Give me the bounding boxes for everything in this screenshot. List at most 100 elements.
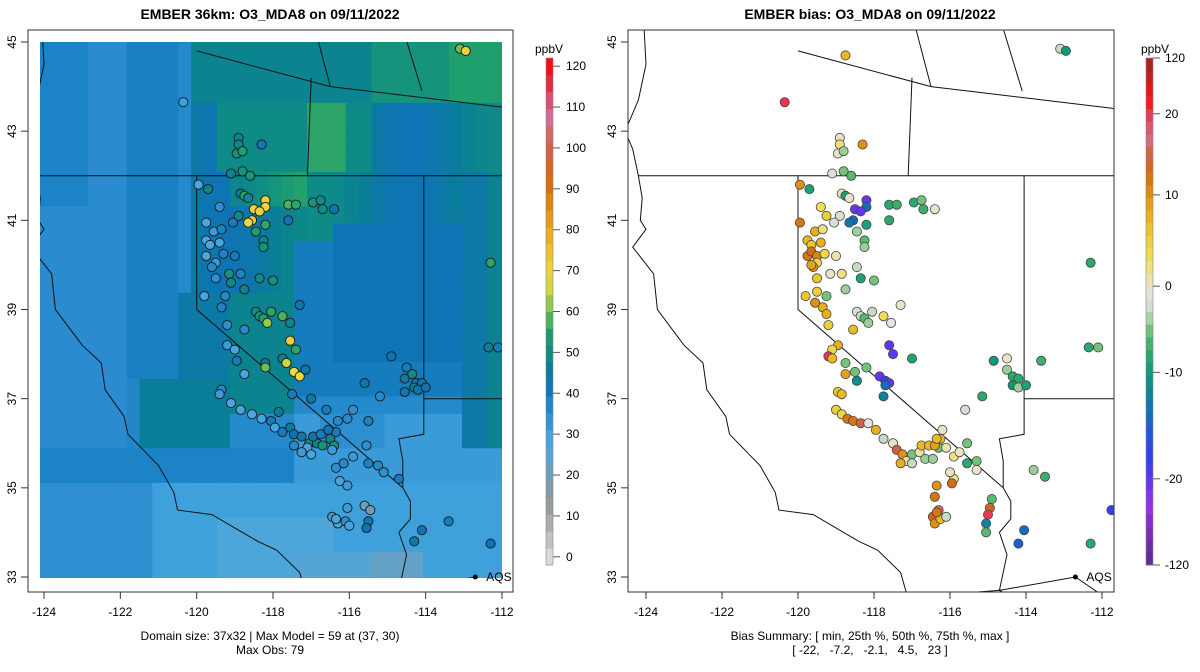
grid-cell bbox=[500, 551, 502, 570]
grid-cell bbox=[165, 413, 179, 432]
bias-point bbox=[779, 97, 790, 108]
grid-cell bbox=[40, 136, 50, 155]
grid-cell bbox=[281, 102, 295, 121]
grid-cell bbox=[204, 309, 218, 328]
bias-point bbox=[977, 391, 988, 402]
grid-cell bbox=[423, 551, 437, 570]
aqs-label: AQS bbox=[1086, 570, 1111, 584]
grid-cell bbox=[397, 67, 411, 86]
grid-cell bbox=[461, 292, 476, 311]
grid-cell bbox=[216, 482, 231, 501]
colorbar-segment bbox=[1146, 96, 1153, 110]
grid-cell bbox=[40, 499, 50, 518]
grid-cell bbox=[87, 344, 102, 362]
colorbar-segment bbox=[546, 277, 553, 296]
grid-cell bbox=[307, 240, 321, 259]
station-point bbox=[239, 369, 250, 380]
grid-cell bbox=[204, 465, 218, 483]
grid-cell bbox=[423, 447, 437, 466]
model-grid bbox=[40, 42, 502, 578]
bias-point bbox=[812, 286, 823, 297]
grid-cell bbox=[384, 136, 398, 155]
grid-cell bbox=[474, 257, 489, 276]
grid-cell bbox=[320, 361, 334, 380]
grid-cell bbox=[113, 378, 128, 397]
grid-cell bbox=[204, 430, 218, 449]
bias-point bbox=[878, 433, 889, 444]
grid-cell bbox=[371, 516, 386, 535]
grid-cell bbox=[384, 67, 398, 86]
grid-cell bbox=[461, 119, 476, 138]
grid-cell bbox=[487, 395, 502, 414]
colorbar-segment bbox=[546, 311, 553, 329]
bias-point bbox=[941, 442, 952, 453]
grid-cell bbox=[474, 551, 489, 570]
grid-cell bbox=[345, 171, 360, 190]
grid-cell bbox=[345, 274, 360, 293]
grid-cell bbox=[410, 430, 424, 449]
grid-cell bbox=[152, 344, 166, 362]
grid-cell bbox=[229, 499, 244, 518]
bias-point bbox=[838, 166, 849, 177]
station-point bbox=[363, 415, 374, 427]
grid-cell bbox=[113, 465, 128, 483]
grid-cell bbox=[126, 568, 141, 578]
grid-cell bbox=[500, 292, 502, 311]
grid-cell bbox=[358, 551, 373, 570]
grid-cell bbox=[410, 205, 424, 224]
grid-cell bbox=[40, 378, 50, 397]
grid-cell bbox=[281, 534, 295, 552]
grid-cell bbox=[436, 240, 450, 259]
grid-cell bbox=[371, 42, 386, 51]
grid-cell bbox=[358, 136, 373, 155]
station-point bbox=[225, 277, 237, 288]
observation-stations bbox=[178, 43, 502, 549]
station-point bbox=[317, 440, 328, 451]
grid-cell bbox=[204, 361, 218, 380]
grid-cell bbox=[191, 361, 205, 380]
station-point bbox=[378, 467, 389, 478]
bias-point bbox=[981, 518, 992, 529]
grid-cell bbox=[461, 378, 476, 397]
grid-cell bbox=[204, 42, 218, 51]
grid-cell bbox=[229, 50, 244, 69]
grid-cell bbox=[139, 551, 153, 570]
bias-point bbox=[962, 458, 973, 469]
grid-cell bbox=[87, 257, 102, 276]
grid-cell bbox=[165, 568, 179, 578]
grid-cell bbox=[461, 84, 476, 103]
grid-cell bbox=[474, 67, 489, 86]
grid-cell bbox=[100, 119, 115, 138]
station-point bbox=[220, 291, 231, 302]
grid-cell bbox=[307, 67, 321, 86]
grid-cell bbox=[62, 154, 76, 172]
grid-cell bbox=[500, 274, 502, 293]
grid-cell bbox=[87, 430, 102, 449]
grid-cell bbox=[87, 361, 102, 380]
grid-cell bbox=[294, 274, 308, 293]
grid-cell bbox=[358, 171, 373, 190]
grid-cell bbox=[307, 326, 321, 345]
y-tick-label: 37 bbox=[5, 392, 19, 406]
bias-point bbox=[851, 262, 862, 273]
station-point bbox=[262, 317, 273, 328]
grid-cell bbox=[345, 361, 360, 380]
colorbar-segment bbox=[546, 227, 553, 245]
grid-cell bbox=[204, 395, 218, 414]
bias-stations bbox=[779, 43, 1114, 549]
grid-cell bbox=[216, 136, 231, 155]
grid-cell bbox=[139, 136, 153, 155]
grid-cell bbox=[62, 50, 76, 69]
grid-cell bbox=[384, 42, 398, 51]
grid-cell bbox=[152, 499, 166, 518]
colorbar-tick-label: 120 bbox=[1165, 51, 1185, 65]
grid-cell bbox=[100, 568, 115, 578]
grid-cell bbox=[500, 240, 502, 259]
bias-point bbox=[812, 273, 823, 284]
grid-cell bbox=[449, 326, 463, 345]
grid-cell bbox=[178, 292, 192, 311]
grid-cell bbox=[332, 309, 347, 328]
grid-cell bbox=[126, 119, 141, 138]
colorbar-segment bbox=[1146, 374, 1153, 389]
station-point bbox=[227, 217, 238, 228]
